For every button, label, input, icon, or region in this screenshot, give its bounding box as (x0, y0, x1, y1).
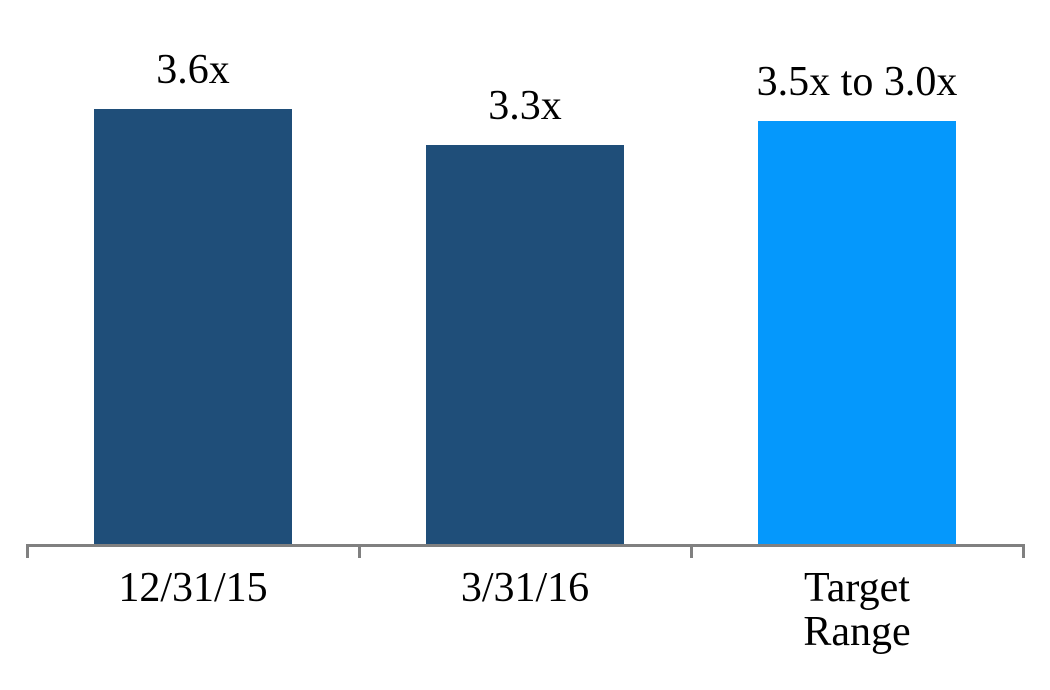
plot-area: 3.6x 3.3x 3.5x to 3.0x (26, 46, 1025, 558)
x-axis-tick (690, 544, 693, 558)
x-axis-tick (26, 544, 29, 558)
bar-value-label: 3.5x to 3.0x (756, 58, 958, 105)
x-axis-label: 12/31/15 (118, 565, 268, 611)
x-axis-line (26, 544, 1025, 547)
x-axis-label: 3/31/16 (460, 565, 590, 611)
bar-value-label: 3.3x (488, 83, 562, 130)
x-axis-tick (1022, 544, 1025, 558)
x-axis-label: Target Range (803, 565, 911, 656)
bar (94, 109, 292, 545)
bar (758, 121, 956, 545)
bar (426, 145, 624, 545)
x-axis-tick (358, 544, 361, 558)
bar-value-label: 3.6x (156, 46, 230, 93)
